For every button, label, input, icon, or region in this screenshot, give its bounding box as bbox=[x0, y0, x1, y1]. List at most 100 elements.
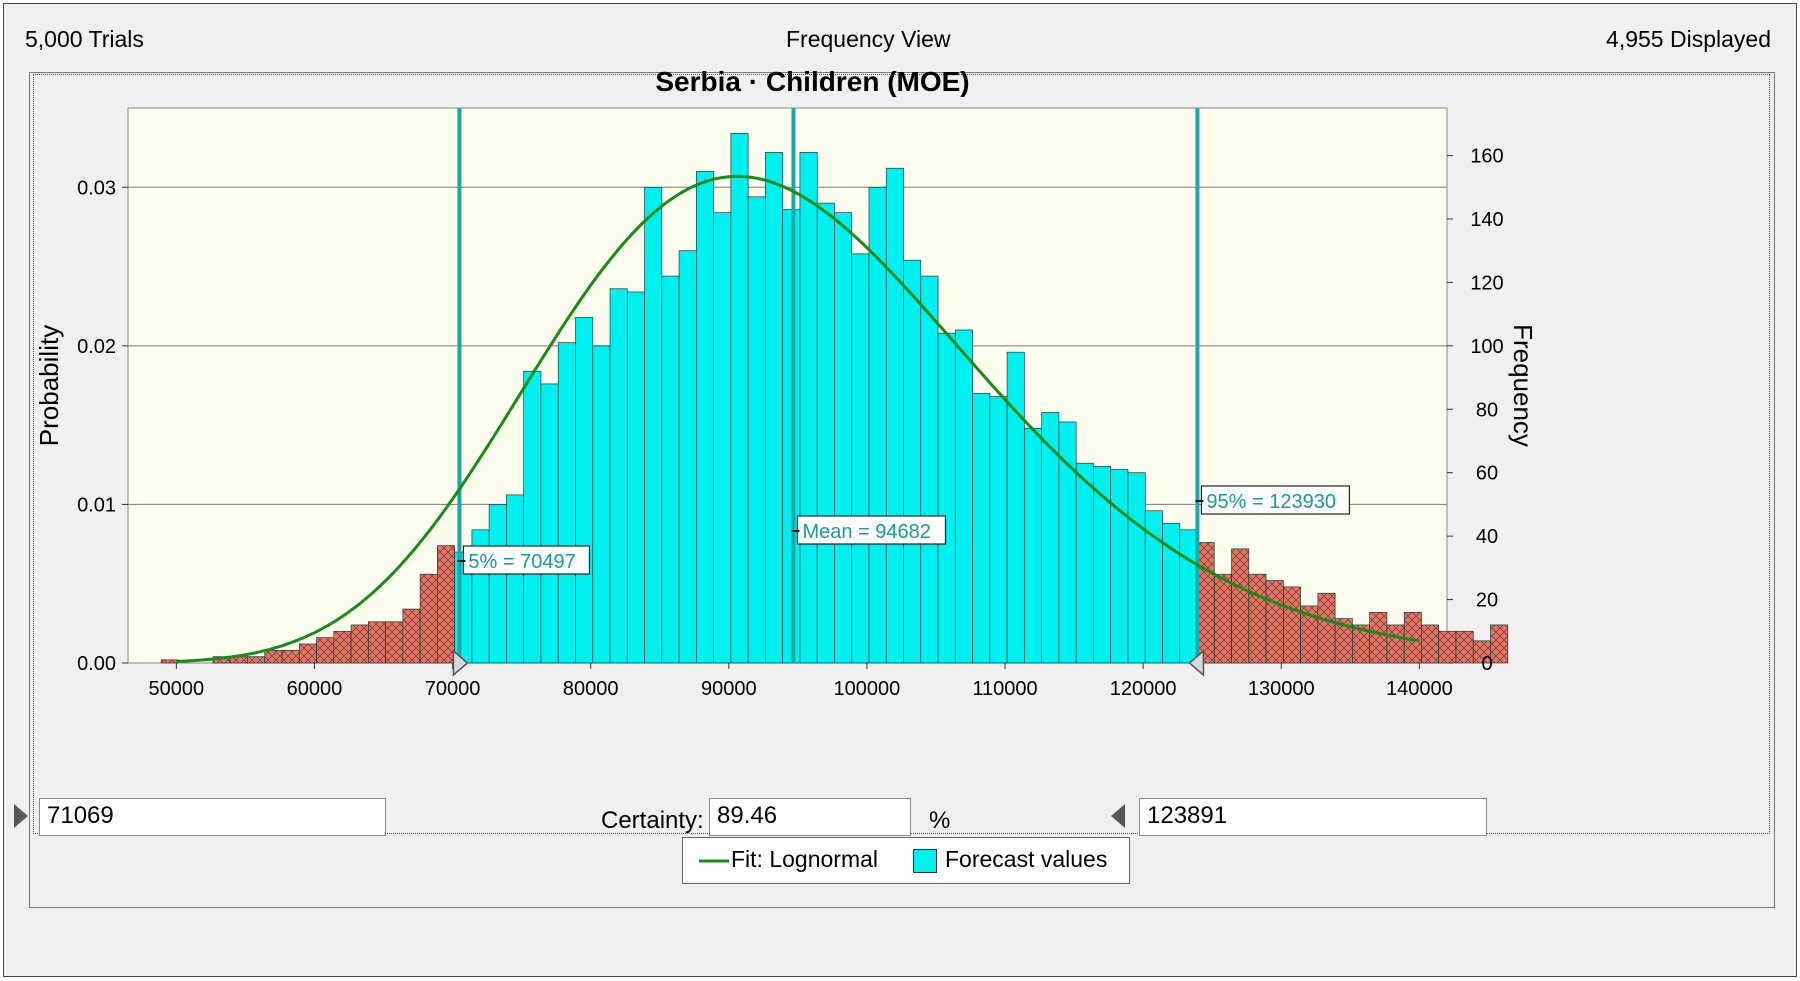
histogram-bar[interactable] bbox=[247, 656, 266, 664]
x-tick-label: 80000 bbox=[563, 678, 619, 700]
histogram-bar[interactable] bbox=[609, 288, 628, 664]
frequency-chart: 5% = 70497 Mean = 94682 95% = 123930 50000… bbox=[34, 66, 1538, 700]
histogram-bar[interactable] bbox=[402, 608, 421, 664]
histogram-bar[interactable] bbox=[1075, 462, 1094, 664]
histogram-bar[interactable] bbox=[1490, 624, 1509, 664]
histogram-bar[interactable] bbox=[920, 275, 939, 664]
y-left-tick-label: 0.02 bbox=[77, 336, 116, 358]
marker-label: Mean = 94682 bbox=[802, 521, 930, 543]
histogram-bar[interactable] bbox=[557, 342, 576, 664]
y-right-tick-label: 0 bbox=[1481, 653, 1492, 675]
histogram-bar[interactable] bbox=[678, 250, 697, 664]
histogram-bar[interactable] bbox=[782, 209, 801, 664]
histogram-bar[interactable] bbox=[730, 133, 749, 664]
histogram-bar[interactable] bbox=[765, 152, 784, 664]
lower-certainty-handle[interactable] bbox=[452, 649, 469, 677]
histogram-bar[interactable] bbox=[695, 171, 714, 664]
histogram-bar[interactable] bbox=[1438, 630, 1457, 664]
histogram-bar[interactable] bbox=[264, 649, 283, 664]
legend-forecast-label: Forecast values bbox=[945, 846, 1108, 872]
y-left-axis-label: Probability bbox=[34, 325, 64, 446]
y-right-tick-label: 120 bbox=[1470, 272, 1503, 294]
histogram-bar[interactable] bbox=[1317, 592, 1336, 664]
histogram-bar[interactable] bbox=[350, 624, 369, 664]
histogram-bar[interactable] bbox=[1421, 624, 1440, 664]
histogram-bar[interactable] bbox=[644, 186, 663, 664]
upper-certainty-handle[interactable] bbox=[1188, 649, 1205, 677]
histogram-bar[interactable] bbox=[419, 573, 438, 664]
histogram-bar[interactable] bbox=[1179, 529, 1198, 664]
histogram-bar[interactable] bbox=[834, 212, 853, 664]
histogram-bar[interactable] bbox=[437, 545, 455, 664]
x-tick-label: 70000 bbox=[425, 678, 481, 700]
histogram-bar[interactable] bbox=[1127, 472, 1146, 664]
y-right-tick-label: 40 bbox=[1476, 526, 1498, 548]
left-grabber-icon[interactable] bbox=[14, 804, 28, 828]
forecast-window: 5,000 Trials Frequency View 4,955 Displa… bbox=[3, 3, 1797, 977]
y-right-tick-label: 80 bbox=[1476, 399, 1498, 421]
marker-label-box bbox=[796, 515, 947, 545]
histogram-bar[interactable] bbox=[160, 659, 179, 664]
histogram-bar[interactable] bbox=[1110, 469, 1129, 664]
histogram-bar[interactable] bbox=[592, 345, 611, 664]
fit-curve-lognormal bbox=[176, 174, 1420, 663]
histogram-bar[interactable] bbox=[626, 291, 645, 664]
histogram-bar[interactable] bbox=[1231, 548, 1250, 664]
histogram-bar[interactable] bbox=[298, 643, 317, 664]
histogram-bar[interactable] bbox=[1265, 580, 1284, 664]
histogram-bar[interactable] bbox=[937, 332, 956, 664]
y-right-tick-label: 20 bbox=[1476, 590, 1498, 612]
histogram-bar[interactable] bbox=[989, 396, 1008, 664]
histogram-bar[interactable] bbox=[816, 202, 835, 664]
histogram-bar[interactable] bbox=[661, 275, 680, 664]
histogram-bar[interactable] bbox=[540, 383, 559, 664]
x-tick-label: 50000 bbox=[149, 678, 205, 700]
histogram-bar[interactable] bbox=[1248, 573, 1267, 664]
histogram-bar[interactable] bbox=[575, 316, 594, 664]
right-grabber-icon[interactable] bbox=[1111, 804, 1125, 828]
histogram-bar[interactable] bbox=[1196, 542, 1215, 664]
histogram-bar[interactable] bbox=[1041, 412, 1060, 664]
histogram-bar[interactable] bbox=[851, 253, 870, 664]
histogram-bar[interactable] bbox=[1455, 630, 1474, 664]
histogram-bar[interactable] bbox=[954, 329, 973, 664]
marker-label-box bbox=[1200, 485, 1351, 515]
lower-bound-input[interactable]: 71069 bbox=[39, 798, 386, 836]
histogram-bar[interactable] bbox=[1213, 573, 1232, 664]
histogram-bar[interactable] bbox=[1282, 586, 1301, 664]
displayed-count: 4,955 Displayed bbox=[1606, 26, 1771, 52]
histogram-bar[interactable] bbox=[333, 630, 352, 664]
fit-legend-swatch bbox=[699, 859, 729, 863]
histogram-bar[interactable] bbox=[316, 637, 335, 664]
marker-label-box bbox=[462, 545, 591, 575]
histogram-bar[interactable] bbox=[1386, 624, 1405, 664]
certainty-input[interactable]: 89.46 bbox=[709, 798, 911, 836]
histogram-bar[interactable] bbox=[506, 494, 525, 664]
histogram-bar[interactable] bbox=[885, 167, 904, 664]
histogram-bar[interactable] bbox=[972, 393, 991, 664]
x-tick-label: 120000 bbox=[1110, 678, 1177, 700]
histogram-bar[interactable] bbox=[1369, 611, 1388, 664]
marker-label: 95% = 123930 bbox=[1206, 491, 1336, 513]
histogram-bar[interactable] bbox=[903, 259, 922, 664]
y-left-tick-label: 0.01 bbox=[77, 494, 116, 516]
upper-bound-input[interactable]: 123891 bbox=[1139, 798, 1487, 836]
histogram-bar[interactable] bbox=[385, 621, 404, 664]
x-tick-label: 90000 bbox=[701, 678, 757, 700]
histogram-bar[interactable] bbox=[367, 621, 386, 664]
histogram-bar[interactable] bbox=[523, 370, 542, 664]
y-left-tick-label: 0.00 bbox=[77, 653, 116, 675]
histogram-bar[interactable] bbox=[488, 504, 507, 664]
x-tick-label: 110000 bbox=[972, 678, 1037, 700]
y-right-tick-label: 60 bbox=[1476, 463, 1498, 485]
view-title: Frequency View bbox=[786, 26, 951, 52]
y-right-tick-label: 140 bbox=[1470, 209, 1503, 231]
histogram-bar[interactable] bbox=[281, 649, 300, 664]
histogram-bar[interactable] bbox=[747, 196, 766, 664]
histogram-bar[interactable] bbox=[1024, 427, 1042, 664]
chart-legend: Fit: Lognormal Forecast values bbox=[682, 837, 1130, 884]
histogram-bar[interactable] bbox=[799, 152, 818, 664]
histogram-bar[interactable] bbox=[1006, 351, 1025, 664]
certainty-handles[interactable] bbox=[452, 649, 1205, 677]
histogram-bar[interactable] bbox=[713, 212, 732, 664]
